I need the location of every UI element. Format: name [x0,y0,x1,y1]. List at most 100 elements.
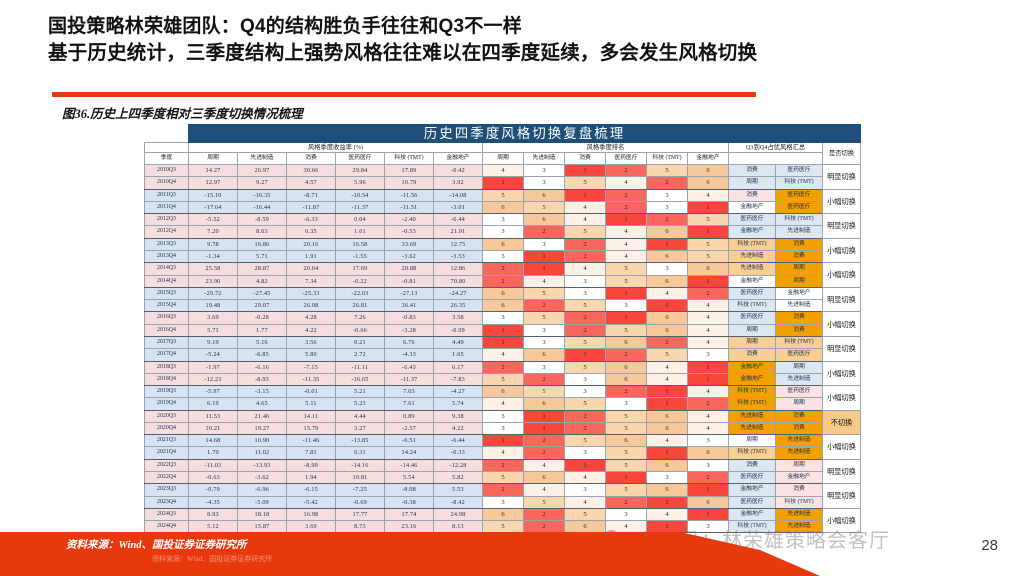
cell-top-style-2: 先进制造 [775,507,823,522]
cell-rank-2: 1 [564,188,606,202]
cell-rank-3: 6 [605,360,647,374]
cell-return-5: 12.86 [433,262,483,276]
table-row: 2022Q3 -11.03 -13.93 -8.99 -14.16 -14.46 -12.2… [144,458,861,485]
cell-return-4: 7.03 [384,385,434,399]
cell-rank-4: 6 [646,311,688,325]
cell-return-4: -8.08 [384,483,434,497]
cell-rank-2: 4 [564,262,606,276]
cell-return-0: -17.64 [188,200,238,215]
cell-quarter: 2018Q3 [144,360,189,374]
table-row: 2018Q4 -12.23 -8.93 -11.35 -16.65 -11.37 -7.83… [144,372,861,387]
cell-return-5: -14.08 [433,188,483,202]
cell-rank-5: 2 [687,397,729,411]
cell-return-4: 0.89 [384,409,434,423]
table-row: 2020Q3 11.53 21.46 14.11 4.44 0.89 9.38 3 1 2 5 6 4 先… [144,409,861,436]
cell-rank-1: 4 [523,458,565,473]
cell-rank-4: 3 [646,200,688,215]
table-row: 2010Q3 14.27 26.97 30.66 29.84 17.89 -0.42 4 3 1 2… [144,163,861,190]
cell-return-4: 6.76 [384,335,434,350]
cell-rank-0: 5 [482,471,524,485]
cell-switch-verdict: 小幅切换 [822,237,861,264]
cell-rank-5: 4 [687,409,729,423]
cell-top-style-2: 消费 [775,323,823,337]
cell-return-2: 7.34 [286,274,336,288]
cell-rank-5: 3 [687,520,729,534]
cell-quarter: 2019Q4 [144,397,189,411]
cell-rank-3: 5 [605,409,647,423]
cell-rank-3: 5 [605,262,647,276]
cell-rank-3: 3 [605,299,647,313]
cell-top-style-2: 医药医疗 [775,188,823,202]
cell-return-2: -8.99 [286,458,336,473]
cell-rank-4: 2 [646,213,688,227]
cell-top-style-2: 周期 [775,274,823,288]
cell-return-1: 11.02 [237,446,287,460]
cell-return-0: -1.97 [188,360,238,374]
cell-top-style-1: 先进制造 [728,409,776,423]
cell-rank-2: 2 [564,311,606,325]
cell-return-5: 3.92 [433,176,483,190]
cell-return-1: 4.82 [237,274,287,288]
cell-rank-3: 6 [605,335,647,350]
cell-return-2: 5.11 [286,397,336,411]
cell-rank-5: 3 [687,458,729,473]
cell-rank-2: 3 [564,286,606,301]
cell-return-5: -24.27 [433,286,483,301]
cell-quarter: 2016Q3 [144,311,189,325]
table-row: 2021Q3 14.68 10.90 -11.46 -13.85 -6.51 -6.44 1 2… [144,434,861,460]
cell-top-style-1: 医药医疗 [728,311,776,325]
cell-top-style-2: 周期 [775,458,823,473]
cell-top-style-2: 科技 (TMT) [775,495,823,509]
cell-rank-2: 1 [564,348,606,362]
cell-rank-2: 4 [564,495,606,509]
cell-rank-1: 2 [523,520,565,534]
cell-rank-4: 4 [646,434,688,448]
cell-rank-1: 5 [523,311,565,325]
cell-rank-3: 6 [605,372,647,387]
cell-top-style-1: 先进制造 [728,262,776,276]
table-banner-row: 历史四季度风格切换复盘梳理 [144,124,861,143]
table-group-header-row: 风格季度收益率 (%) 风格季度排名 Q3到Q4占优风格汇总 是否切换 [144,142,861,165]
cell-rank-4: 3 [646,188,688,202]
cell-rank-4: 6 [646,323,688,337]
cell-quarter: 2021Q3 [144,434,189,448]
cell-rank-3: 6 [605,434,647,448]
cell-quarter: 2024Q4 [144,520,189,534]
cell-return-0: 6.19 [188,397,238,411]
cell-rank-2: 5 [564,507,606,522]
cell-return-0: 11.53 [188,409,238,423]
cell-rank-4: 5 [646,348,688,362]
cell-rank-5: 4 [687,385,729,399]
table-row: 2011Q4 -17.64 -16.44 -11.87 -11.37 -11.51 -3.0… [144,200,861,215]
cell-quarter: 2021Q4 [144,446,189,460]
cell-rank-0: 6 [482,507,524,522]
cell-return-5: 21.91 [433,225,483,239]
cell-return-1: 4.65 [237,397,287,411]
cell-return-0: -15.10 [188,188,238,202]
cell-return-0: 25.58 [188,262,238,276]
cell-quarter: 2015Q4 [144,299,189,313]
cell-rank-5: 6 [687,446,729,460]
cell-return-5: 5.74 [433,397,483,411]
cell-top-style-2: 周期 [775,262,823,276]
cell-switch-verdict: 小幅切换 [822,385,861,411]
cell-rank-0: 3 [482,421,524,436]
cell-return-1: 5.71 [237,249,287,264]
cell-rank-4: 3 [646,471,688,485]
table-row: 2014Q4 23.90 4.82 7.34 -0.22 -0.81 70.80 2 4 3 5 6 1… [144,274,861,288]
cell-return-2: -7.15 [286,360,336,374]
cell-rank-0: 2 [482,274,524,288]
cell-rank-0: 1 [482,335,524,350]
cell-top-style-1: 金融地产 [728,483,776,497]
cell-quarter: 2014Q4 [144,274,189,288]
cell-return-3: -10.54 [335,188,385,202]
cell-return-0: 7.20 [188,225,238,239]
cell-rank-1: 6 [523,188,565,202]
cell-return-5: 3.58 [433,311,483,325]
cell-top-style-2: 消费 [775,249,823,264]
cell-return-0: 23.90 [188,274,238,288]
cell-top-style-1: 金融地产 [728,507,776,522]
cell-rank-3: 5 [605,458,647,473]
cell-switch-verdict: 小幅切换 [822,507,861,534]
cell-rank-5: 3 [687,348,729,362]
